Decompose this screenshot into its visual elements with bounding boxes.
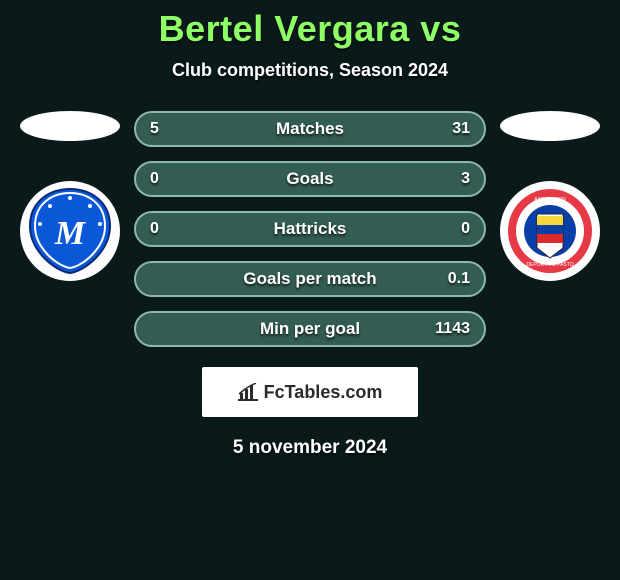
deportivo-pasto-crest-icon: ASOCIACION DEPORTIVO PASTO — [505, 186, 595, 276]
svg-text:M: M — [54, 215, 87, 252]
page-subtitle: Club competitions, Season 2024 — [172, 60, 448, 81]
right-name-ellipse — [500, 111, 600, 141]
stat-row-min-per-goal: Min per goal 1143 — [134, 311, 486, 347]
left-name-ellipse — [20, 111, 120, 141]
comparison-row: M 5 Matches 31 0 Goals 3 0 — [0, 111, 620, 347]
stat-right-value: 3 — [461, 170, 470, 188]
stat-row-matches: 5 Matches 31 — [134, 111, 486, 147]
stats-column: 5 Matches 31 0 Goals 3 0 Hattricks 0 Goa… — [130, 111, 490, 347]
watermark-text: FcTables.com — [264, 382, 383, 403]
right-team-badge: ASOCIACION DEPORTIVO PASTO — [500, 181, 600, 281]
stat-row-goals: 0 Goals 3 — [134, 161, 486, 197]
left-team-column: M — [10, 111, 130, 281]
comparison-infographic: Bertel Vergara vs Club competitions, Sea… — [0, 0, 620, 580]
stat-label: Goals per match — [243, 269, 376, 289]
right-team-column: ASOCIACION DEPORTIVO PASTO — [490, 111, 610, 281]
footer-date: 5 november 2024 — [233, 437, 387, 459]
stat-row-goals-per-match: Goals per match 0.1 — [134, 261, 486, 297]
watermark-badge: FcTables.com — [202, 367, 418, 417]
stat-label: Hattricks — [274, 219, 347, 239]
stat-label: Min per goal — [260, 319, 360, 339]
stat-label: Matches — [276, 119, 344, 139]
stat-right-value: 31 — [452, 120, 470, 138]
svg-text:ASOCIACION: ASOCIACION — [534, 197, 566, 203]
svg-text:DEPORTIVO PASTO: DEPORTIVO PASTO — [526, 262, 573, 268]
stat-label: Goals — [286, 169, 333, 189]
stat-left-value: 0 — [150, 170, 159, 188]
stat-left-value: 5 — [150, 120, 159, 138]
stat-right-value: 1143 — [435, 320, 470, 338]
bar-chart-icon — [238, 383, 258, 401]
left-team-badge: M — [20, 181, 120, 281]
millonarios-crest-icon: M — [25, 186, 115, 276]
stat-left-value: 0 — [150, 220, 159, 238]
page-title: Bertel Vergara vs — [159, 8, 462, 50]
stat-row-hattricks: 0 Hattricks 0 — [134, 211, 486, 247]
stat-right-value: 0.1 — [448, 270, 470, 288]
stat-right-value: 0 — [461, 220, 470, 238]
